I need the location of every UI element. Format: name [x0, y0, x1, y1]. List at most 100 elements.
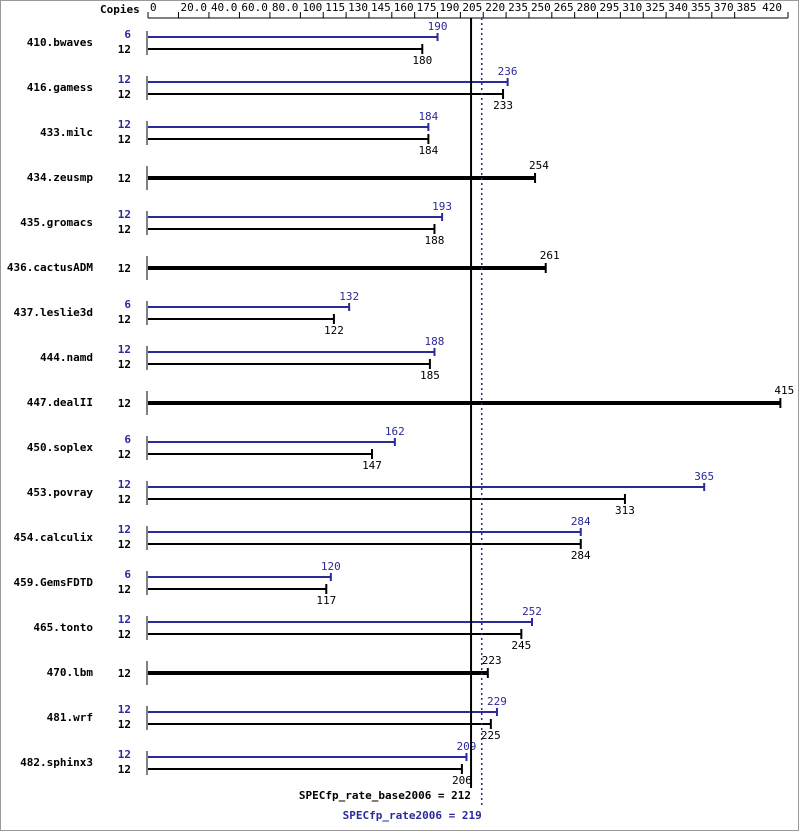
copies: 12 [118, 718, 131, 731]
copies: 12 [118, 763, 131, 776]
copies: 12 [118, 133, 131, 146]
value-label: 365 [694, 470, 714, 483]
benchmark-label: 437.leslie3d [14, 306, 93, 319]
benchmark-label: 434.zeusmp [27, 171, 94, 184]
x-tick-label: 220 [485, 1, 505, 14]
copies: 12 [118, 667, 131, 680]
copies: 12 [118, 478, 131, 491]
value-label: 236 [498, 65, 518, 78]
value-label: 261 [540, 249, 560, 262]
value-label: 162 [385, 425, 405, 438]
value-label: 117 [316, 594, 336, 607]
value-label: 254 [529, 159, 549, 172]
copies: 12 [118, 703, 131, 716]
value-label: 233 [493, 99, 513, 112]
x-tick-label: 280 [577, 1, 597, 14]
x-tick-label: 145 [371, 1, 391, 14]
copies: 12 [118, 343, 131, 356]
copies: 12 [118, 358, 131, 371]
value-label: 193 [432, 200, 452, 213]
x-tick-label: 370 [714, 1, 734, 14]
value-label: 190 [428, 20, 448, 33]
x-tick-label: 190 [440, 1, 460, 14]
benchmark-label: 453.povray [27, 486, 94, 499]
x-tick-label: 175 [417, 1, 437, 14]
x-tick-label: 265 [554, 1, 574, 14]
benchmark-label: 465.tonto [33, 621, 93, 634]
x-tick-label: 310 [622, 1, 642, 14]
copies: 6 [124, 28, 131, 41]
value-label: 184 [418, 110, 438, 123]
x-tick-label: 80.0 [272, 1, 299, 14]
copies: 12 [118, 313, 131, 326]
value-label: 122 [324, 324, 344, 337]
value-label: 188 [425, 335, 445, 348]
copies: 12 [118, 262, 131, 275]
value-label: 225 [481, 729, 501, 742]
copies-header: Copies [100, 3, 140, 16]
x-tick-label: 160 [394, 1, 414, 14]
copies: 12 [118, 613, 131, 626]
copies: 12 [118, 73, 131, 86]
value-label: 284 [571, 549, 591, 562]
x-tick-label: 0 [150, 1, 157, 14]
benchmark-label: 416.gamess [27, 81, 93, 94]
x-tick-label: 205 [462, 1, 482, 14]
copies: 12 [118, 43, 131, 56]
x-tick-label: 60.0 [241, 1, 268, 14]
benchmark-label: 447.dealII [27, 396, 93, 409]
x-tick-label: 420 [762, 1, 782, 14]
copies: 12 [118, 538, 131, 551]
copies: 12 [118, 397, 131, 410]
copies: 12 [118, 448, 131, 461]
benchmark-label: 450.soplex [27, 441, 94, 454]
value-label: 223 [482, 654, 502, 667]
value-label: 147 [362, 459, 382, 472]
value-label: 180 [412, 54, 432, 67]
value-label: 206 [452, 774, 472, 787]
value-label: 185 [420, 369, 440, 382]
value-label: 229 [487, 695, 507, 708]
copies: 12 [118, 583, 131, 596]
benchmark-label: 459.GemsFDTD [14, 576, 94, 589]
copies: 6 [124, 433, 131, 446]
value-label: 252 [522, 605, 542, 618]
benchmark-label: 454.calculix [14, 531, 94, 544]
reference-label: SPECfp_rate2006 = 219 [343, 809, 482, 822]
benchmark-label: 435.gromacs [20, 216, 93, 229]
benchmark-label: 481.wrf [47, 711, 93, 724]
reference-label: SPECfp_rate_base2006 = 212 [299, 789, 471, 802]
x-tick-label: 340 [668, 1, 688, 14]
value-label: 245 [511, 639, 531, 652]
copies: 12 [118, 523, 131, 536]
benchmark-label: 482.sphinx3 [20, 756, 93, 769]
copies: 12 [118, 118, 131, 131]
x-tick-label: 385 [737, 1, 757, 14]
x-tick-label: 115 [325, 1, 345, 14]
copies: 6 [124, 568, 131, 581]
x-tick-label: 295 [600, 1, 620, 14]
x-tick-label: 355 [691, 1, 711, 14]
x-tick-label: 40.0 [211, 1, 238, 14]
copies: 12 [118, 208, 131, 221]
copies: 12 [118, 172, 131, 185]
benchmark-label: 433.milc [40, 126, 93, 139]
copies: 12 [118, 628, 131, 641]
benchmark-label: 444.namd [40, 351, 93, 364]
copies: 12 [118, 223, 131, 236]
value-label: 184 [418, 144, 438, 157]
x-tick-label: 325 [645, 1, 665, 14]
copies: 12 [118, 748, 131, 761]
value-label: 209 [457, 740, 477, 753]
x-tick-label: 100 [302, 1, 322, 14]
copies: 6 [124, 298, 131, 311]
value-label: 313 [615, 504, 635, 517]
value-label: 120 [321, 560, 341, 573]
benchmark-label: 470.lbm [47, 666, 94, 679]
x-tick-label: 20.0 [180, 1, 207, 14]
x-tick-label: 235 [508, 1, 528, 14]
benchmark-label: 410.bwaves [27, 36, 93, 49]
value-label: 132 [339, 290, 359, 303]
value-label: 415 [774, 384, 794, 397]
